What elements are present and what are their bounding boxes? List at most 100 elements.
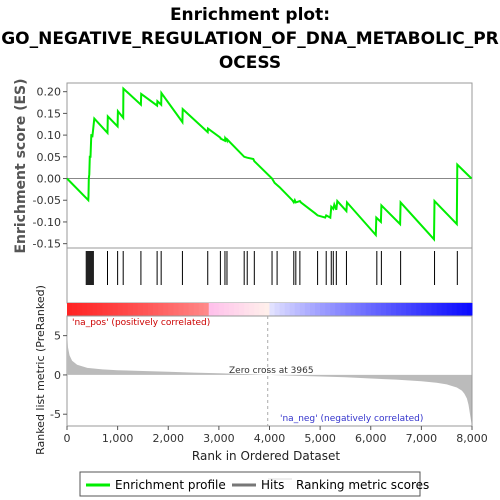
es-ytick-label: 0.05 [37, 151, 62, 164]
heat-cell [461, 303, 468, 316]
heat-cell [396, 303, 402, 316]
metric-y-axis-label: Ranked list metric (PreRanked) [34, 285, 47, 455]
heat-cell [330, 303, 336, 316]
legend-label-ranking: Ranking metric scores [296, 478, 429, 492]
heat-cell [223, 303, 230, 316]
title-line-3: OCESS [219, 53, 281, 73]
heat-cell [411, 303, 417, 316]
heat-cell [148, 303, 154, 316]
heat-cell [188, 303, 195, 316]
x-axis-label: Rank in Ordered Dataset [192, 449, 340, 463]
title-line-1: Enrichment plot: [170, 5, 330, 25]
es-ytick-label: 0.20 [37, 86, 62, 99]
heat-cell [97, 303, 103, 316]
es-ytick-label: -0.05 [33, 194, 61, 207]
heat-cell [244, 303, 250, 316]
heat-cell [239, 303, 245, 316]
heat-cell [350, 303, 357, 316]
heat-cell [279, 303, 286, 316]
heat-cell [436, 303, 443, 316]
x-tick-label: 1,000 [102, 432, 134, 445]
heat-cell [122, 303, 129, 316]
heat-cell [249, 303, 255, 316]
heat-cell [441, 303, 448, 316]
heat-cell [426, 303, 432, 316]
es-ytick-label: 0.00 [37, 173, 62, 186]
es-ytick-label: 0.15 [37, 107, 62, 120]
x-tick-label: 3,000 [203, 432, 235, 445]
heat-cell [340, 303, 346, 316]
heat-cell [385, 303, 392, 316]
heat-cell [264, 303, 270, 316]
heat-cell [183, 303, 189, 316]
heat-cell [446, 303, 453, 316]
heat-cell [234, 303, 240, 316]
heat-cell [380, 303, 387, 316]
heat-cell [102, 303, 108, 316]
heat-cell [142, 303, 149, 316]
heat-cell [67, 303, 73, 316]
hits-group [85, 251, 458, 285]
heat-cell [294, 303, 301, 316]
heat-cell [304, 303, 311, 316]
x-tick-label: 0 [64, 432, 71, 445]
heat-cell [375, 303, 382, 316]
heat-cell [208, 303, 215, 316]
heat-cell [72, 303, 78, 316]
legend-label-profile: Enrichment profile [115, 478, 226, 492]
heat-cell [218, 303, 225, 316]
legend: Enrichment profile Hits Ranking metric s… [79, 471, 429, 497]
es-y-ticks: 0.20 0.15 0.10 0.05 0.00 -0.05 -0.10 -0.15 [33, 86, 67, 251]
heat-cell [274, 303, 281, 316]
pos-correlated-label: 'na_pos' (positively correlated) [72, 318, 210, 328]
es-y-axis-label: Enrichment score (ES) [13, 78, 29, 253]
heat-cell [456, 303, 463, 316]
heat-cell [198, 303, 205, 316]
metric-ytick-label: 5 [54, 330, 61, 343]
heat-cell [213, 303, 220, 316]
heat-cell [325, 303, 331, 316]
es-plot-frame [66, 82, 473, 249]
ranking-heatbar [67, 303, 473, 316]
hits-panel [66, 247, 473, 304]
legend-label-hits: Hits [261, 478, 284, 492]
heat-cell [355, 303, 362, 316]
metric-y-ticks: 5 0 -5 [50, 330, 67, 421]
heat-cell [193, 303, 200, 316]
heat-cell [320, 303, 326, 316]
heat-cell [269, 303, 276, 316]
heat-cell [254, 303, 260, 316]
heat-cell [82, 303, 88, 316]
zero-cross-label: Zero cross at 3965 [229, 366, 314, 376]
title-line-2: GO_NEGATIVE_REGULATION_OF_DNA_METABOLIC_… [1, 29, 499, 49]
heat-cell [345, 303, 351, 316]
heat-cell [365, 303, 372, 316]
heat-cell [289, 303, 296, 316]
x-tick-label: 2,000 [153, 432, 185, 445]
es-ytick-label: -0.15 [33, 238, 61, 251]
heat-cell [391, 303, 397, 316]
heat-cell [259, 303, 265, 316]
heat-cell [315, 303, 321, 316]
heat-cell [406, 303, 412, 316]
enrichment-profile-line [66, 86, 473, 242]
heat-cell [168, 303, 174, 316]
metric-ytick-label: -5 [50, 408, 61, 421]
heat-cell [127, 303, 134, 316]
heat-cell [360, 303, 367, 316]
heat-cell [421, 303, 427, 316]
heat-cell [401, 303, 407, 316]
heat-cell [178, 303, 184, 316]
ranking-metric-area [67, 329, 472, 424]
x-tick-label: 8,000 [456, 432, 488, 445]
es-ytick-label: 0.10 [37, 129, 62, 142]
heat-cell [416, 303, 422, 316]
heat-cell [335, 303, 341, 316]
heat-cell [163, 303, 169, 316]
neg-correlated-label: 'na_neg' (negatively correlated) [280, 414, 423, 424]
heat-cell [431, 303, 438, 316]
heat-cell [92, 303, 98, 316]
heat-cell [137, 303, 144, 316]
x-tick-label: 6,000 [355, 432, 387, 445]
